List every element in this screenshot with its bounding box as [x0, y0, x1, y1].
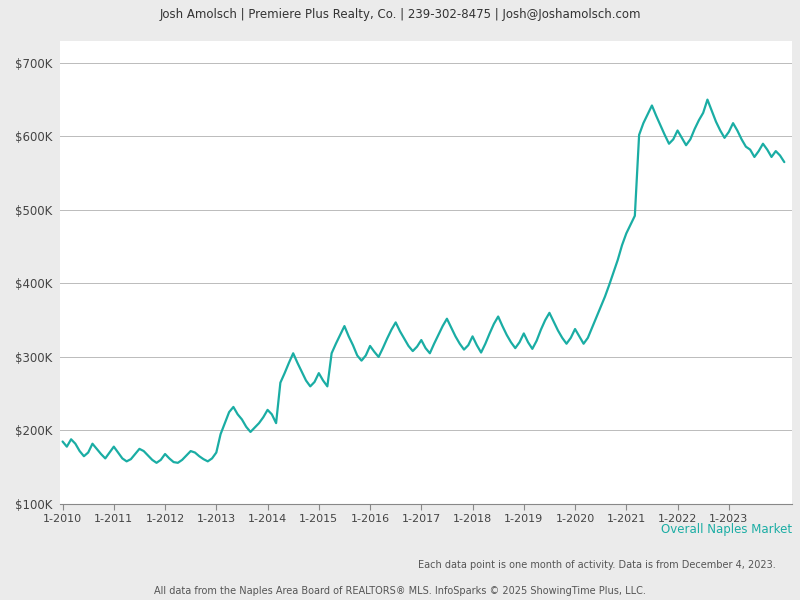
Text: Overall Naples Market: Overall Naples Market — [661, 523, 792, 536]
Text: Each data point is one month of activity. Data is from December 4, 2023.: Each data point is one month of activity… — [418, 560, 776, 571]
Legend: Overall Naples Market: Overall Naples Market — [300, 0, 476, 4]
Text: All data from the Naples Area Board of REALTORS® MLS. InfoSparks © 2025 ShowingT: All data from the Naples Area Board of R… — [154, 586, 646, 596]
Text: Median Sales Price: Median Sales Price — [4, 0, 181, 2]
Text: Josh Amolsch | Premiere Plus Realty, Co. | 239-302-8475 | Josh@Joshamolsch.com: Josh Amolsch | Premiere Plus Realty, Co.… — [159, 8, 641, 21]
